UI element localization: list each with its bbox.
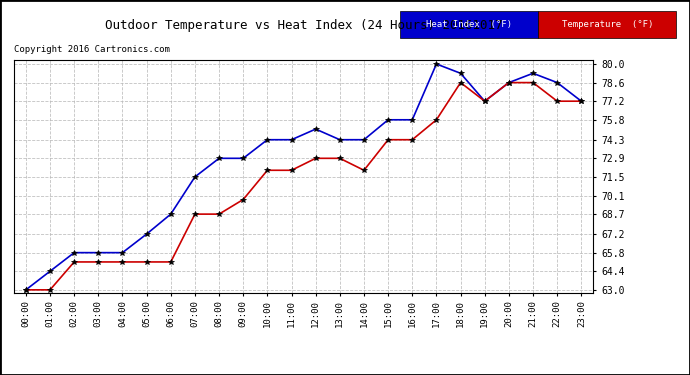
Text: Outdoor Temperature vs Heat Index (24 Hours) 20161017: Outdoor Temperature vs Heat Index (24 Ho… [105,19,502,32]
Text: Heat Index  (°F): Heat Index (°F) [426,20,512,29]
Text: Temperature  (°F): Temperature (°F) [562,20,653,29]
Text: Copyright 2016 Cartronics.com: Copyright 2016 Cartronics.com [14,45,170,54]
